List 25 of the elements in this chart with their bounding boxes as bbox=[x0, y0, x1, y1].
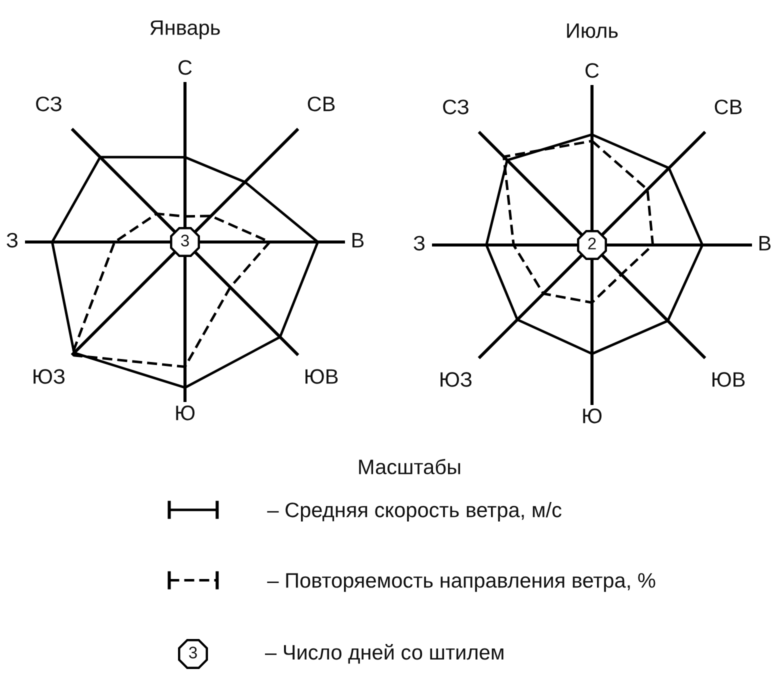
legend-title: Масштабы bbox=[359, 458, 460, 474]
spoke-label: С bbox=[178, 60, 192, 75]
legend-label: – Повторяемость направления ветра, % bbox=[267, 573, 656, 592]
spoke-label: Ю bbox=[176, 406, 195, 420]
text: 3 bbox=[181, 234, 189, 246]
spoke-label: ЮЗ bbox=[440, 372, 472, 387]
spoke-label: ЮВ bbox=[712, 372, 745, 387]
chart-title: Январь bbox=[150, 20, 220, 40]
spoke-label: ЮЗ bbox=[34, 369, 65, 384]
spoke-label: ЮВ bbox=[306, 369, 338, 384]
spoke-label: СВ bbox=[714, 100, 742, 114]
chart-title: Июль bbox=[567, 23, 618, 38]
spoke-label: С bbox=[586, 63, 599, 78]
legend-label: – Средняя скорость ветра, м/с bbox=[267, 502, 562, 522]
spoke-label: В bbox=[759, 236, 771, 250]
spoke-label: З bbox=[6, 232, 18, 248]
spoke-label: Ю bbox=[583, 408, 602, 424]
spoke-label: СЗ bbox=[36, 96, 62, 112]
spoke-label: В bbox=[352, 233, 364, 248]
spoke-label: СВ bbox=[308, 96, 335, 112]
text: – Число дней со штилем bbox=[265, 644, 504, 664]
spoke-label: З bbox=[414, 236, 425, 251]
spoke-label: СЗ bbox=[443, 100, 468, 114]
text: 3 bbox=[189, 646, 197, 658]
text: 2 bbox=[588, 238, 596, 250]
